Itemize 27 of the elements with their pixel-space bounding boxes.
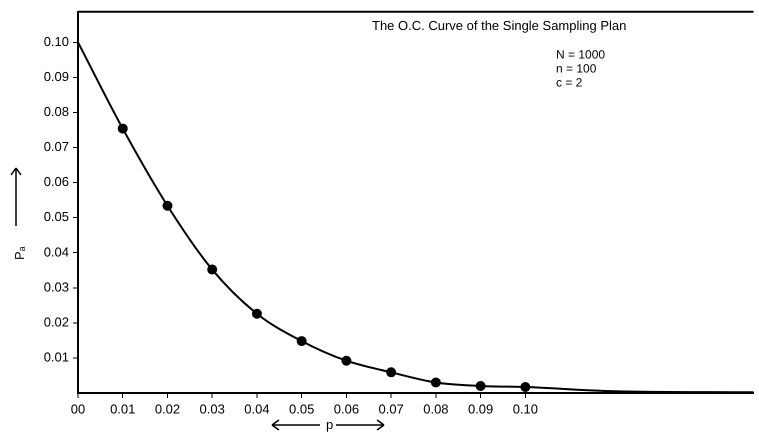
annotation: c = 2 [556, 75, 583, 90]
x-tick-label: 0.07 [378, 401, 404, 416]
y-tick-label: 0.10 [44, 34, 69, 49]
y-tick-label: 0.07 [44, 139, 69, 154]
y-tick-label: 0.02 [44, 314, 69, 330]
x-tick-label: 0.08 [423, 401, 449, 416]
y-tick-label: 0.03 [44, 279, 69, 294]
x-tick-label: 0.10 [512, 401, 538, 416]
x-tick-label: 0.05 [289, 401, 314, 416]
x-tick-label: 0.06 [334, 401, 360, 416]
x-axis-title: p [326, 417, 334, 432]
x-tick-label: 0.01 [110, 401, 136, 416]
x-tick-label: 0.03 [200, 401, 225, 416]
text: The O.C. Curve of the Single Sampling Plan [372, 18, 626, 34]
y-tick-label: 0.08 [44, 104, 69, 120]
x-tick-label: 00 [70, 401, 86, 416]
x-tick-label: 0.09 [468, 401, 494, 416]
annotation: n = 100 [556, 61, 597, 76]
y-tick-label: 0.06 [44, 174, 69, 190]
y-axis-title: Pₐ [12, 246, 27, 260]
x-tick-label: 0.02 [154, 401, 180, 416]
annotation: N = 1000 [556, 47, 606, 62]
y-tick-label: 0.01 [44, 350, 69, 365]
y-tick-label: 0.09 [44, 68, 69, 84]
y-tick-label: 0.05 [44, 209, 69, 224]
x-tick-label: 0.04 [244, 401, 270, 416]
y-tick-label: 0.04 [44, 244, 69, 260]
